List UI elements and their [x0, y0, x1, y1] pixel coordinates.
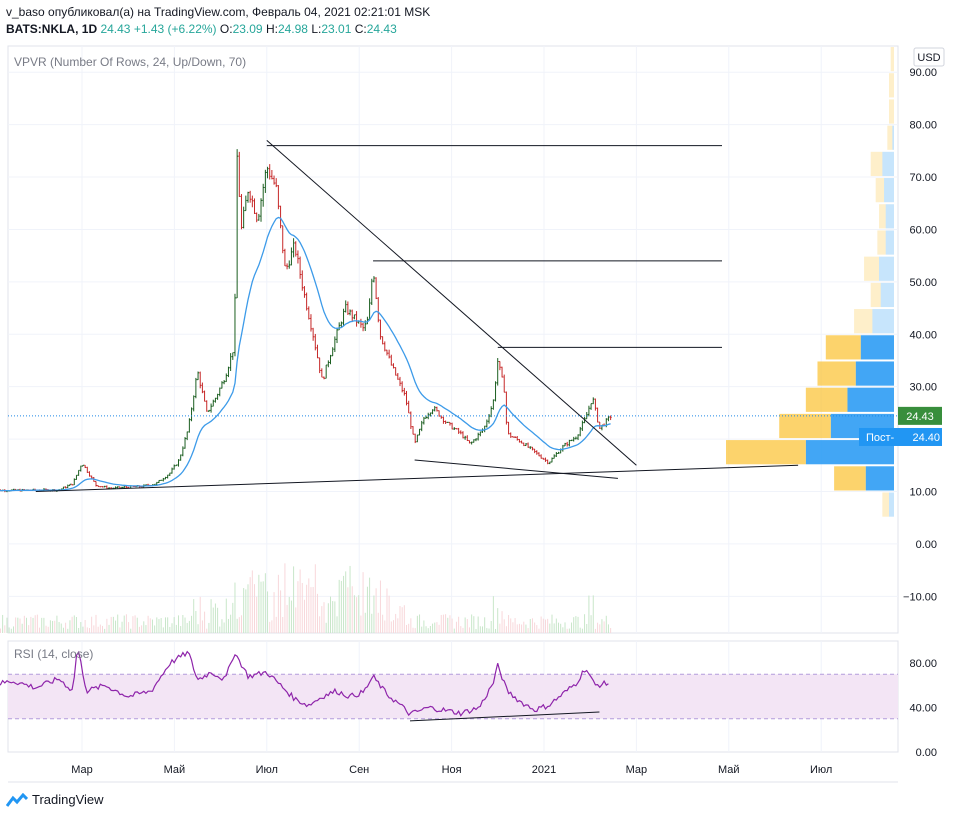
currency-button[interactable]: USD — [913, 47, 945, 67]
price-tags: 24.43 Пост- 24.40 — [8, 406, 942, 446]
time-tick-label: Май — [718, 764, 740, 776]
price-tick-label: 10.00 — [909, 486, 937, 498]
downtrend-line — [266, 139, 637, 466]
price-tick-label: 70.00 — [909, 172, 937, 184]
vp-row-down — [889, 73, 894, 98]
high-value: 24.98 — [277, 22, 308, 36]
lower-channel-line — [414, 459, 618, 479]
axes: −10.000.0010.0020.0030.0040.0050.0060.00… — [71, 67, 937, 776]
time-tick-label: Июл — [810, 764, 832, 776]
candles — [0, 149, 612, 493]
vp-row-up — [882, 151, 894, 177]
vp-row-down — [825, 335, 861, 360]
support-line — [35, 464, 799, 492]
ema-path — [0, 216, 611, 492]
vp-row-up — [879, 256, 894, 281]
vp-row-up — [860, 335, 894, 360]
poc-tag-label: Пост- — [866, 432, 895, 444]
vp-row-down — [834, 466, 866, 491]
vp-row-down — [879, 204, 886, 229]
vp-row-down — [889, 99, 894, 124]
rsi-pane — [0, 650, 898, 722]
footer-brand: TradingView — [6, 792, 104, 807]
time-tick-label: Ноя — [442, 764, 462, 776]
change-value: +1.43 (+6.22%) — [133, 22, 217, 36]
close-label: C: — [354, 22, 367, 36]
rsi-label[interactable]: RSI (14, close) — [14, 647, 93, 661]
vp-row-up — [880, 282, 894, 308]
vp-row-down — [870, 282, 881, 308]
vp-row-down — [779, 413, 831, 439]
vp-row-up — [892, 125, 894, 150]
poc-tag — [859, 427, 942, 446]
vp-row-down — [870, 151, 883, 177]
time-tick-label: Июл — [256, 764, 278, 776]
vp-row-down — [817, 361, 856, 386]
vp-row-up — [884, 178, 894, 203]
last-price-tag-text: 24.43 — [906, 411, 934, 423]
price-tick-label: −10.00 — [903, 591, 937, 603]
vp-row-up — [872, 309, 894, 334]
vp-row-up — [855, 361, 894, 386]
vp-row-up — [889, 492, 894, 517]
time-tick-label: Мар — [71, 764, 93, 776]
price-tick-label: 90.00 — [909, 67, 937, 79]
vp-row-up — [885, 230, 894, 255]
low-label: L: — [311, 22, 322, 36]
last-value: 24.43 — [100, 22, 131, 36]
rsi-tick-label: 0.00 — [916, 747, 937, 759]
price-tick-label: 60.00 — [909, 224, 937, 236]
price-pane-border — [7, 45, 899, 634]
high-label: H: — [265, 22, 278, 36]
tradingview-logo-icon — [6, 792, 28, 807]
volume-profile — [726, 47, 894, 517]
currency-button-label: USD — [917, 52, 940, 64]
last-price-tag — [898, 406, 942, 425]
trend-drawings[interactable] — [35, 139, 799, 492]
vp-row-down — [854, 309, 873, 334]
vpvr-label[interactable]: VPVR (Number Of Rows, 24, Up/Down, 70) — [14, 55, 246, 69]
price-tick-label: 0.00 — [916, 539, 937, 551]
time-tick-label: Мар — [626, 764, 648, 776]
symbol-name: BATS:NKLA, 1D — [6, 22, 98, 36]
vp-row-up — [847, 387, 894, 412]
price-tick-label: 80.00 — [909, 120, 937, 132]
rsi-tick-label: 40.00 — [909, 703, 937, 715]
footer-brand-label: TradingView — [32, 792, 104, 807]
open-value: 23.09 — [232, 22, 263, 36]
vp-row-up — [865, 466, 894, 491]
time-tick-label: 2021 — [532, 764, 556, 776]
publisher-line: v_baso опубликовал(а) на TradingView.com… — [6, 5, 431, 19]
volume-bars — [0, 563, 612, 633]
ema-line — [0, 216, 611, 492]
time-tick-label: Сен — [349, 764, 369, 776]
vp-row-down — [875, 178, 885, 203]
vp-row-down — [882, 492, 890, 517]
price-tick-label: 50.00 — [909, 277, 937, 289]
close-value: 24.43 — [366, 22, 397, 36]
rsi-tick-label: 80.00 — [909, 658, 937, 670]
vp-row-down — [864, 256, 880, 281]
rsi-divergence-line — [409, 711, 600, 722]
vp-row-down — [726, 440, 806, 465]
vp-row-down — [805, 387, 848, 412]
vp-row-down — [887, 125, 893, 150]
vp-row-down — [890, 47, 894, 72]
price-tick-label: 30.00 — [909, 382, 937, 394]
time-tick-label: Май — [164, 764, 186, 776]
rsi-line — [0, 650, 609, 717]
low-value: 23.01 — [321, 22, 352, 36]
vp-row-down — [877, 230, 886, 255]
open-label: O: — [219, 22, 233, 36]
vp-row-up — [885, 204, 894, 229]
price-tick-label: 40.00 — [909, 329, 937, 341]
symbol-legend: BATS:NKLA, 1D 24.43 +1.43 (+6.22%) O:23.… — [6, 22, 397, 36]
poc-tag-value: 24.40 — [912, 432, 940, 444]
